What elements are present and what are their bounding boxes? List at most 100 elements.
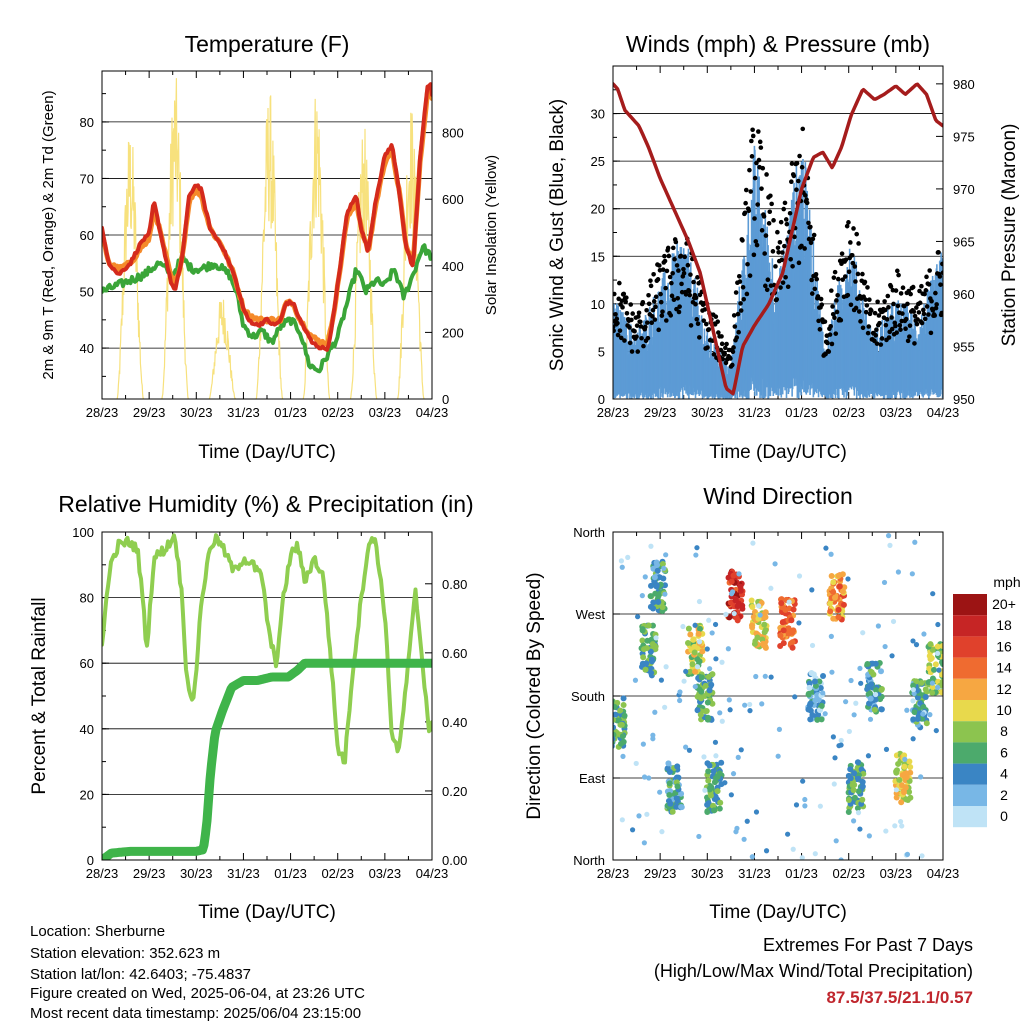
direction-point — [927, 712, 933, 718]
direction-point — [820, 690, 826, 696]
direction-point — [850, 787, 857, 794]
gust-point — [761, 214, 767, 219]
direction-point — [692, 668, 699, 675]
direction-point — [726, 697, 732, 703]
gust-point — [780, 250, 785, 255]
direction-point — [799, 855, 805, 860]
direction-point — [851, 712, 857, 718]
x-tick-label: 04/23 — [927, 866, 960, 881]
gust-point — [780, 280, 786, 285]
gust-point — [775, 245, 781, 251]
direction-point — [878, 668, 885, 675]
direction-point — [712, 739, 719, 745]
direction-point — [620, 701, 627, 708]
direction-point — [785, 625, 792, 632]
gust-point — [910, 284, 916, 290]
direction-point — [934, 643, 941, 650]
direction-point — [647, 648, 654, 655]
gust-point — [759, 186, 764, 191]
gust-point — [711, 352, 717, 357]
gust-point — [644, 307, 649, 313]
y-tick-label: 10 — [591, 297, 605, 312]
gust-point — [614, 316, 620, 322]
direction-point — [742, 702, 748, 708]
y-tick-label: 20 — [80, 787, 94, 802]
direction-point — [897, 818, 904, 825]
gust-point — [875, 299, 880, 305]
plot-area — [613, 82, 943, 399]
direction-point — [694, 664, 701, 670]
station-location: Location: Sherburne — [30, 923, 165, 940]
direction-point — [807, 716, 814, 723]
direction-point — [618, 721, 625, 728]
gust-point — [752, 175, 758, 181]
direction-point — [911, 709, 918, 716]
direction-point — [802, 803, 808, 809]
y-tick-label: 0 — [598, 392, 605, 407]
direction-point — [702, 787, 708, 793]
gust-point — [794, 187, 799, 193]
gust-point — [617, 280, 622, 286]
y2-tick-label: 0.20 — [442, 784, 467, 799]
gust-point — [763, 233, 769, 238]
gust-point — [937, 274, 943, 279]
gust-point — [759, 228, 765, 233]
direction-point — [689, 661, 696, 668]
direction-point — [904, 851, 911, 857]
gust-point — [842, 274, 848, 279]
gust-point — [812, 286, 818, 292]
direction-point — [642, 666, 649, 673]
gust-point — [809, 291, 815, 296]
direction-point — [617, 707, 624, 714]
direction-point — [918, 679, 925, 686]
extremes-subtitle: (High/Low/Max Wind/Total Precipitation) — [654, 961, 973, 981]
y2-tick-label: 965 — [953, 234, 975, 249]
gust-point — [671, 297, 677, 303]
direction-point — [830, 579, 837, 586]
gust-point — [702, 307, 708, 312]
direction-point — [692, 683, 698, 690]
y2-tick-label: 960 — [953, 287, 975, 302]
station-elevation: Station elevation: 352.623 m — [30, 945, 220, 962]
gust-point — [768, 193, 773, 199]
gust-point — [743, 200, 748, 206]
gust-point — [922, 316, 928, 322]
direction-point — [806, 680, 813, 687]
gust-point — [822, 319, 828, 324]
direction-point — [851, 818, 857, 824]
gust-point — [894, 330, 899, 335]
gust-point — [613, 328, 616, 334]
gust-point — [855, 271, 861, 277]
direction-point — [866, 833, 872, 839]
direction-point — [749, 603, 756, 610]
direction-point — [652, 709, 658, 715]
direction-point — [830, 734, 836, 740]
solar-insolation-day-1 — [161, 78, 189, 399]
gust-point — [818, 296, 824, 302]
humidity-y-axis-label: Percent & Total Rainfall — [29, 597, 50, 794]
gust-point — [886, 305, 891, 310]
gust-point — [882, 307, 888, 313]
gust-point — [784, 221, 790, 227]
gust-point — [623, 299, 628, 305]
gust-point — [898, 327, 903, 332]
x-tick-label: 29/23 — [644, 405, 677, 420]
direction-point — [901, 763, 908, 770]
y-tick-label: 0 — [87, 853, 94, 868]
gust-point — [663, 285, 668, 291]
gust-point — [624, 295, 629, 300]
direction-point — [705, 714, 712, 721]
direction-point — [736, 571, 742, 577]
y2-tick-label: 800 — [442, 126, 464, 141]
gust-point — [660, 309, 665, 314]
gust-point — [634, 323, 640, 328]
gust-point — [750, 127, 755, 133]
y-tick-label: 100 — [72, 525, 94, 540]
gust-point — [919, 320, 925, 326]
direction-point — [673, 774, 680, 781]
direction-point — [838, 737, 844, 744]
gust-point — [815, 294, 821, 299]
direction-point — [857, 826, 863, 832]
direction-point — [694, 693, 701, 700]
direction-point — [887, 542, 893, 548]
